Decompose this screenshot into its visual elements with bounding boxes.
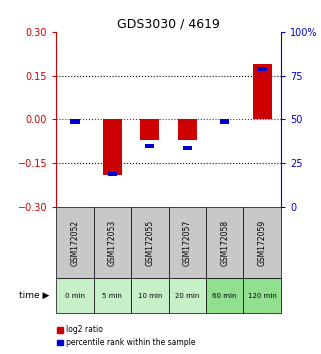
Bar bbox=[70, 120, 80, 124]
Bar bbox=[243, 207, 281, 278]
Bar bbox=[183, 146, 192, 150]
Bar bbox=[56, 207, 94, 278]
Text: GSM172053: GSM172053 bbox=[108, 219, 117, 266]
Bar bbox=[103, 120, 122, 175]
Text: GSM172055: GSM172055 bbox=[145, 219, 154, 266]
Bar bbox=[169, 207, 206, 278]
Bar bbox=[169, 278, 206, 313]
Bar bbox=[108, 172, 117, 176]
Bar bbox=[220, 120, 230, 124]
Text: 20 min: 20 min bbox=[175, 293, 199, 298]
Bar bbox=[243, 278, 281, 313]
Bar bbox=[56, 278, 94, 313]
Bar bbox=[94, 278, 131, 313]
Text: GSM172059: GSM172059 bbox=[258, 219, 267, 266]
Text: GSM172052: GSM172052 bbox=[70, 219, 79, 266]
Text: GSM172057: GSM172057 bbox=[183, 219, 192, 266]
Text: time ▶: time ▶ bbox=[19, 291, 50, 300]
Text: 0 min: 0 min bbox=[65, 293, 85, 298]
Bar bbox=[141, 120, 159, 140]
Bar bbox=[206, 278, 243, 313]
Title: GDS3030 / 4619: GDS3030 / 4619 bbox=[117, 18, 220, 31]
Legend: log2 ratio, percentile rank within the sample: log2 ratio, percentile rank within the s… bbox=[54, 322, 198, 350]
Text: 120 min: 120 min bbox=[248, 293, 277, 298]
Bar bbox=[206, 207, 243, 278]
Text: GSM172058: GSM172058 bbox=[220, 219, 229, 266]
Text: 10 min: 10 min bbox=[138, 293, 162, 298]
Bar bbox=[145, 144, 154, 148]
Bar bbox=[253, 64, 272, 120]
Bar bbox=[257, 67, 267, 71]
Text: 5 min: 5 min bbox=[102, 293, 122, 298]
Bar bbox=[178, 120, 196, 140]
Bar bbox=[94, 207, 131, 278]
Bar bbox=[131, 207, 169, 278]
Bar bbox=[131, 278, 169, 313]
Text: 60 min: 60 min bbox=[213, 293, 237, 298]
